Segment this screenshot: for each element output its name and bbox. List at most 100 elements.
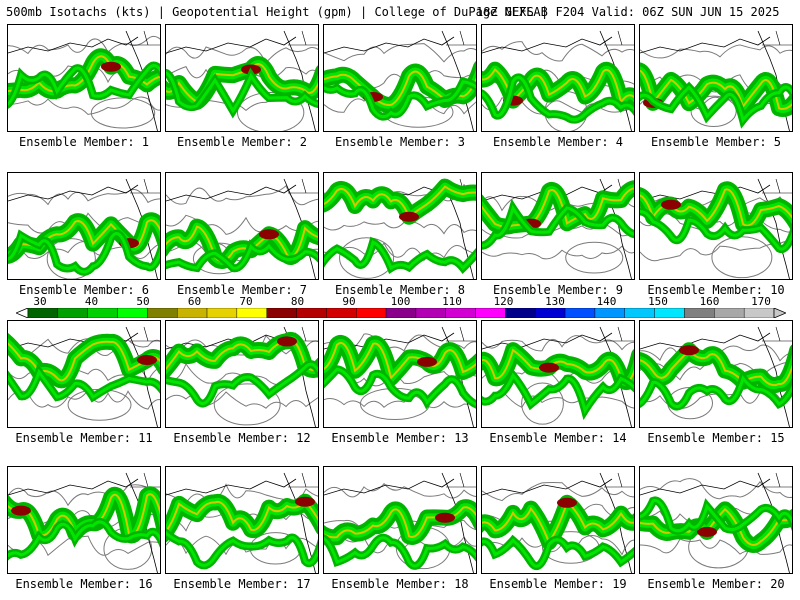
- height-contour: [482, 389, 634, 409]
- height-contour: [640, 44, 792, 59]
- ensemble-panel: [165, 24, 319, 132]
- height-contour: [482, 245, 634, 260]
- jet-band: [324, 240, 476, 271]
- height-contour: [8, 189, 160, 206]
- height-contour: [237, 91, 305, 131]
- colorbar-cell: [594, 308, 626, 318]
- member-label: Ensemble Member: 18: [321, 578, 479, 590]
- member-label: Ensemble Member: 15: [637, 432, 795, 444]
- jet-band: [324, 80, 476, 119]
- colorbar-tick-label: 160: [699, 295, 720, 308]
- member-number: 17: [296, 577, 311, 591]
- member-label-prefix: Ensemble Member:: [647, 283, 771, 297]
- member-label: Ensemble Member: 2: [163, 136, 321, 148]
- colorbar-tick-label: 50: [136, 295, 150, 308]
- jet-band: [8, 368, 160, 400]
- member-label: Ensemble Member: 4: [479, 136, 637, 148]
- jet-band: [8, 520, 160, 558]
- jet-max: [417, 356, 437, 367]
- jet-max: [557, 497, 577, 508]
- height-contour: [711, 236, 773, 279]
- member-number: 1: [141, 135, 150, 149]
- colorbar-tick-label: 70: [239, 295, 253, 308]
- colorbar-cell: [87, 308, 118, 318]
- jet-band: [324, 533, 476, 570]
- jet-band: [482, 76, 634, 122]
- height-contour: [482, 41, 634, 62]
- member-label-prefix: Ensemble Member:: [331, 431, 455, 445]
- member-label: Ensemble Member: 6: [5, 284, 163, 296]
- ensemble-panel: [7, 24, 161, 132]
- height-contour: [166, 46, 318, 64]
- jet-band: [166, 71, 318, 114]
- map-plot: [8, 30, 160, 131]
- member-label-prefix: Ensemble Member:: [176, 283, 300, 297]
- height-contour: [339, 237, 395, 279]
- member-number: 7: [299, 283, 308, 297]
- jet-max: [435, 512, 455, 523]
- border-line: [446, 326, 476, 342]
- member-label-prefix: Ensemble Member:: [18, 135, 142, 149]
- map-plot: [324, 30, 476, 131]
- colorbar-cell: [535, 308, 566, 318]
- map-plot: [166, 30, 318, 131]
- colorbar-cell: [206, 308, 238, 318]
- map-plot: [640, 326, 792, 427]
- jet-core: [166, 225, 318, 262]
- ensemble-panel: [7, 172, 161, 280]
- colorbar-cell: [266, 308, 297, 318]
- member-label-prefix: Ensemble Member:: [176, 135, 300, 149]
- colorbar-strip: [16, 308, 786, 318]
- member-label: Ensemble Member: 9: [479, 284, 637, 296]
- jet-band: [166, 362, 318, 405]
- coastline: [166, 36, 297, 54]
- colorbar-tick-label: 140: [596, 295, 617, 308]
- jet-max: [697, 526, 717, 537]
- border-line: [604, 472, 634, 488]
- height-contour: [640, 538, 792, 555]
- jet-band: [166, 531, 318, 567]
- border-line: [604, 30, 634, 46]
- member-number: 2: [299, 135, 308, 149]
- height-contour: [482, 335, 634, 352]
- member-label: Ensemble Member: 8: [321, 284, 479, 296]
- colorbar-tick-label: 120: [493, 295, 514, 308]
- jet-max: [137, 355, 157, 366]
- colorbar-cell: [415, 308, 446, 318]
- colorbar-cell: [176, 308, 208, 318]
- jet-max: [101, 61, 121, 72]
- map-plot: [640, 178, 792, 279]
- jet-band: [640, 374, 792, 408]
- member-label: Ensemble Member: 19: [479, 578, 637, 590]
- member-number: 12: [296, 431, 311, 445]
- member-number: 14: [612, 431, 627, 445]
- height-contour: [90, 97, 156, 129]
- ensemble-panel: [639, 172, 793, 280]
- coastline: [482, 36, 613, 54]
- member-number: 15: [770, 431, 785, 445]
- border-line: [446, 472, 476, 488]
- border-line: [288, 178, 318, 194]
- colorbar-arrow-left: [16, 308, 29, 318]
- map-plot: [166, 472, 318, 573]
- ensemble-panel: [639, 24, 793, 132]
- border-line: [762, 472, 792, 488]
- member-number: 18: [454, 577, 469, 591]
- map-plot: [324, 178, 476, 279]
- coastline: [8, 36, 139, 54]
- member-label: Ensemble Member: 14: [479, 432, 637, 444]
- jet-band: [324, 367, 476, 407]
- border-line: [288, 472, 318, 488]
- isotach-colorbar: 30 40 50 60 70 80 90 100 110 120 130 140 150 160 170: [16, 296, 786, 320]
- member-label-prefix: Ensemble Member:: [650, 135, 774, 149]
- coastline: [166, 184, 297, 202]
- member-label: Ensemble Member: 12: [163, 432, 321, 444]
- member-label-prefix: Ensemble Member:: [492, 283, 616, 297]
- member-number: 16: [138, 577, 153, 591]
- height-contour: [640, 241, 792, 262]
- colorbar-cell: [147, 308, 178, 318]
- colorbar-tick-label: 80: [290, 295, 305, 308]
- jet-core: [482, 348, 634, 384]
- title-bar: 500mb Isotachs (kts) | Geopotential Heig…: [0, 0, 800, 24]
- jet-core: [640, 69, 792, 110]
